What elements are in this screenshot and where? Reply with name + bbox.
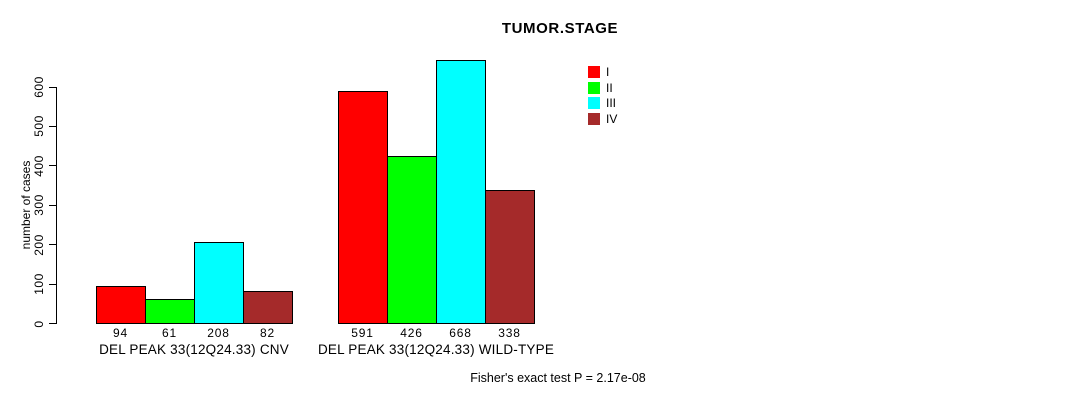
y-axis-tick-label: 300: [32, 194, 46, 217]
bar-stage-iv-group2: [485, 190, 535, 325]
legend-swatch-icon: [588, 66, 600, 78]
legend-swatch-icon: [588, 97, 600, 109]
legend-label: I: [606, 65, 610, 79]
y-axis-tick-label: 400: [32, 155, 46, 177]
legend-label: IV: [606, 111, 618, 126]
footnote: Fisher's exact test P = 2.17e-08: [470, 371, 646, 385]
bar-value-label: 426: [400, 326, 423, 340]
y-axis-tick: [49, 86, 56, 88]
y-axis-tick: [49, 125, 56, 127]
legend: I II III IV: [588, 66, 617, 128]
bar-value-label: 94: [113, 326, 128, 340]
bar-stage-ii-group2: [387, 155, 437, 325]
y-axis-tick-label: 600: [32, 76, 46, 98]
y-axis-tick: [49, 244, 56, 246]
bar-value-label: 61: [162, 326, 177, 340]
group-label: DEL PEAK 33(12Q24.33) WILD-TYPE: [317, 342, 555, 357]
y-axis-tick: [49, 283, 56, 285]
legend-swatch-icon: [588, 112, 600, 125]
bar-stage-iii-group2: [436, 60, 486, 325]
legend-item-ii: II: [588, 80, 617, 95]
legend-label: III: [606, 96, 617, 110]
bar-stage-i-group1: [96, 286, 146, 325]
bar-value-label: 591: [351, 326, 374, 340]
y-axis-label: number of cases: [19, 160, 33, 250]
bar-stage-iii-group1: [194, 241, 244, 325]
y-axis-tick-label: 200: [32, 233, 46, 256]
y-axis-tick-label: 0: [32, 319, 46, 328]
bar-value-label: 208: [207, 326, 230, 340]
legend-item-iii: III: [588, 97, 617, 109]
bar-value-label: 82: [260, 326, 275, 340]
legend-item-iv: IV: [588, 111, 618, 126]
y-axis-tick: [49, 323, 56, 324]
chart-title: TUMOR.STAGE: [501, 20, 619, 37]
legend-item-i: I: [588, 66, 617, 78]
bar-value-label: 338: [498, 326, 521, 340]
legend-swatch-icon: [588, 81, 600, 94]
bar-value-label: 668: [449, 326, 472, 340]
legend-label: II: [606, 80, 613, 95]
y-axis-tick: [49, 165, 56, 167]
y-axis-tick-label: 500: [32, 115, 46, 138]
bar-stage-ii-group1: [145, 299, 195, 325]
bar-stage-iv-group1: [243, 291, 293, 325]
y-axis-tick: [49, 204, 56, 206]
group-label: DEL PEAK 33(12Q24.33) CNV: [99, 342, 289, 357]
bar-stage-i-group2: [338, 90, 388, 325]
y-axis-tick-label: 100: [32, 273, 46, 295]
y-axis-line: [56, 87, 57, 324]
